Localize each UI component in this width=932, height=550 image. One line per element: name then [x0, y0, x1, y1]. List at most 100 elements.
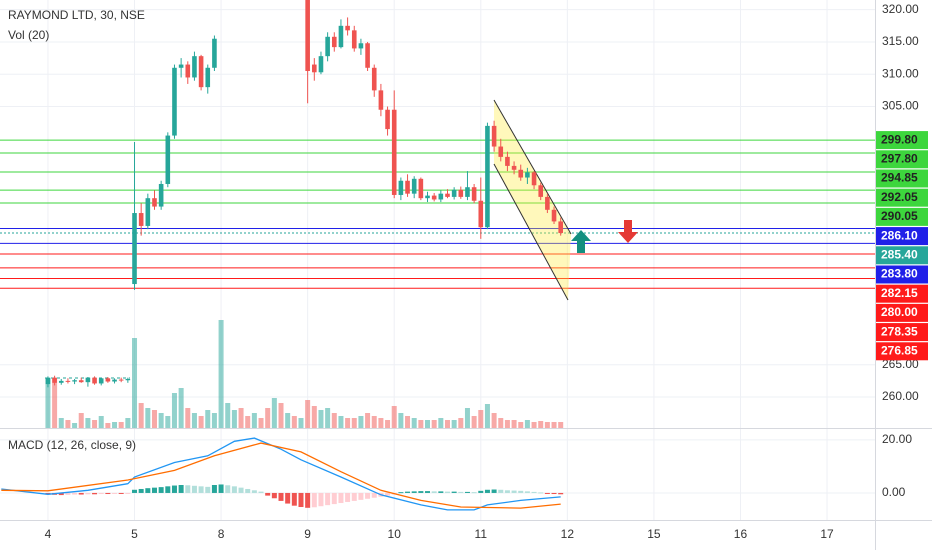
level-label: 299.80 [881, 132, 918, 146]
candle-body [478, 200, 484, 228]
volume-bar [125, 418, 131, 428]
volume-bar [351, 418, 357, 428]
volume-bar [265, 408, 271, 428]
histogram-bar [218, 484, 224, 493]
volume-bar [298, 418, 304, 428]
y-tick-label: 315.00 [882, 34, 919, 48]
volume-bar [438, 418, 444, 428]
histogram-bar [484, 489, 490, 493]
histogram-bar [311, 492, 317, 508]
candle-body [391, 109, 397, 195]
candle-body [205, 67, 211, 88]
x-tick-label: 9 [304, 527, 311, 541]
histogram-bar [325, 492, 331, 506]
y-tick-label: 320.00 [882, 2, 919, 16]
candle-body [351, 30, 357, 49]
candle-body [451, 189, 457, 197]
candle-body [471, 187, 477, 201]
level-label-box [876, 188, 928, 207]
level-label-box [876, 284, 928, 303]
candle-body [125, 378, 131, 381]
histogram-bar [145, 488, 151, 493]
y-tick-label: 20.00 [882, 432, 912, 446]
histogram-bar [518, 490, 524, 493]
level-label: 283.80 [881, 267, 918, 281]
volume-bar [118, 422, 124, 428]
sell-arrow [618, 220, 638, 243]
volume-bar [518, 422, 524, 428]
volume-bar [78, 413, 84, 428]
x-tick-label: 8 [218, 527, 225, 541]
histogram-bar [112, 492, 118, 494]
level-label: 292.05 [881, 190, 918, 204]
level-label: 297.80 [881, 151, 918, 165]
volume-bar [138, 403, 144, 428]
candle-body [165, 135, 171, 184]
level-label: 282.15 [881, 286, 918, 300]
histogram-bar [551, 492, 557, 495]
y-tick-label: 260.00 [882, 389, 919, 403]
channel-fill [494, 100, 571, 300]
candle-body [498, 146, 504, 157]
candle-body [558, 221, 563, 234]
candle-body [105, 378, 111, 382]
volume-bar [484, 404, 490, 428]
candle-body [72, 380, 77, 382]
volume-bar [504, 420, 510, 428]
candle-body [78, 380, 84, 383]
level-label: 286.10 [881, 228, 918, 242]
volume-bar [391, 406, 397, 428]
volume-bar [311, 406, 317, 428]
histogram-bar [398, 492, 404, 494]
candle-body [212, 38, 217, 68]
candle-body [112, 379, 117, 382]
histogram-bar [178, 485, 184, 493]
volume-bar [225, 403, 231, 428]
y-tick-label: 265.00 [882, 357, 919, 371]
histogram-bar [478, 490, 484, 493]
volume-layer [45, 320, 564, 428]
histogram-bar [405, 491, 411, 493]
level-label: 276.85 [881, 343, 918, 357]
histogram-bar [271, 492, 277, 499]
histogram-bar [165, 486, 171, 493]
volume-bar [464, 408, 470, 428]
volume-bar [198, 416, 204, 428]
histogram-bar [251, 490, 257, 493]
volume-bar [218, 320, 224, 428]
histogram-bar [531, 491, 537, 493]
histogram-bar [105, 492, 111, 495]
volume-bar [178, 388, 184, 428]
volume-bar [331, 413, 337, 428]
volume-bar [558, 422, 564, 428]
candle-body [331, 36, 337, 48]
volume-bar [358, 416, 364, 428]
volume-bar [511, 420, 517, 428]
volume-bar [211, 413, 217, 428]
candle-body [485, 125, 490, 228]
volume-bar [85, 418, 91, 428]
histogram-bar [65, 492, 71, 495]
candle-body [192, 56, 197, 78]
histogram-bar [511, 490, 517, 493]
candle-body [158, 183, 164, 207]
levels-layer [0, 139, 875, 289]
histogram-bar [245, 488, 251, 493]
macd-label: MACD (12, 26, close, 9) [8, 438, 136, 452]
histogram-bar [524, 491, 530, 493]
volume-bar [444, 420, 450, 428]
signal-line [1, 442, 561, 509]
candle-body [525, 172, 530, 178]
level-label-box [876, 246, 928, 265]
histogram-bar [98, 492, 104, 495]
histogram-bar [538, 492, 544, 494]
level-label-box [876, 169, 928, 188]
candle-body [418, 178, 424, 199]
y-tick-label: 0.00 [882, 485, 906, 499]
level-label-box [876, 131, 928, 150]
histogram-bar [331, 492, 337, 505]
level-label: 294.85 [881, 171, 918, 185]
histogram-bar [118, 492, 124, 494]
histogram-bar [358, 492, 364, 500]
